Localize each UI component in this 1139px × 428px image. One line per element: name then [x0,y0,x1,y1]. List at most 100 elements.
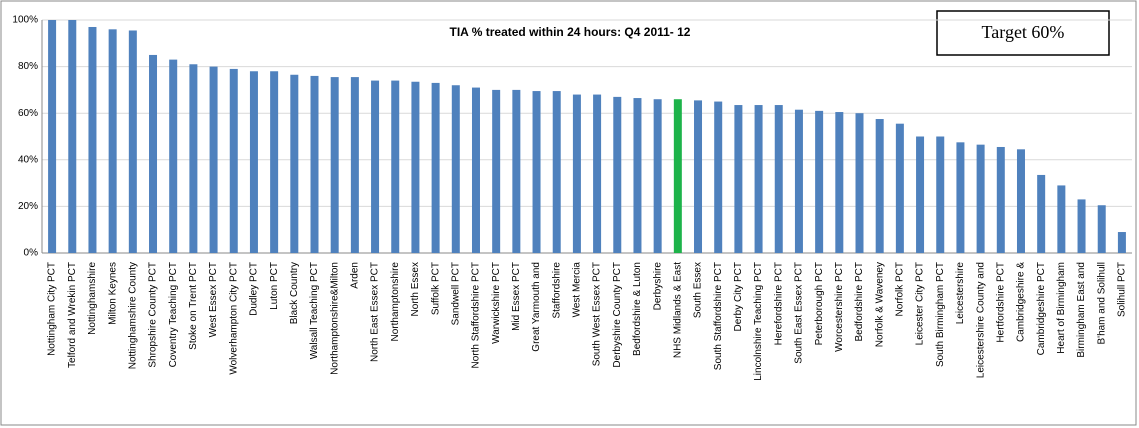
target-annotation: Target 60% [982,22,1065,42]
bar [1057,185,1066,253]
x-tick-label: South Staffordshire PCT [713,262,724,370]
x-tick-label: Staffordshire [551,262,562,319]
x-tick-label: Herefordshire PCT [773,262,784,345]
x-tick-label: NHS Midlands & East [672,262,683,358]
x-tick-label: Derby City PCT [733,262,744,331]
bar [1117,232,1126,253]
x-tick-label: Cambridgeshire PCT [1036,262,1047,355]
bar [1037,174,1046,253]
x-tick-label: South East Essex PCT [794,262,805,364]
bar [512,89,521,254]
x-tick-label: Peterborough PCT [814,262,825,345]
x-tick-label: B'ham and Solihull [1096,262,1107,345]
x-tick-label: Stoke on Trent PCT [188,262,199,350]
x-tick-label: Arden [350,262,361,289]
x-tick-label: Leicestershire County and [975,262,986,378]
x-tick-label: Nottinghamshire County [127,262,138,369]
bar [209,66,218,253]
bar [48,20,57,253]
x-tick-label: Hertfordshire PCT [995,262,1006,343]
x-tick-label: Nottinghamshire [87,262,98,335]
bar [350,77,359,254]
target-box [936,10,1110,56]
x-tick-label: Heart of Birmingham [1056,262,1067,354]
x-tick-label: North Essex [410,262,421,316]
bar [916,136,925,253]
x-tick-label: Black Country [289,262,300,324]
bar [754,105,763,253]
bar [714,101,723,253]
x-tick-label: Norfolk & Waveney [874,262,885,347]
x-tick-label: Solihull PCT [1117,262,1128,317]
bar [451,85,460,254]
bar [956,142,965,253]
x-tick-label: Dudley PCT [249,262,260,316]
bar [249,71,258,253]
x-tick-label: Walsall Teaching PCT [309,262,320,359]
chart-title: TIA % treated within 24 hours: Q4 2011- … [450,25,691,39]
bar [633,98,642,254]
y-tick-label: 100% [12,15,38,26]
y-tick-label: 0% [24,248,39,259]
x-tick-label: West Mercia [572,262,583,318]
bar [996,146,1005,253]
bar [189,64,198,254]
bar [391,80,400,253]
bar [330,77,339,254]
x-tick-label: Warwickshire PCT [491,262,502,344]
bar [229,68,238,254]
x-tick-label: Bedfordshire & Luton [632,262,643,356]
y-tick-label: 40% [18,154,38,165]
x-tick-label: Derbyshire County PCT [612,262,623,368]
x-tick-label: West Essex PCT [208,262,219,337]
bar [552,91,561,253]
y-tick-label: 60% [18,108,38,119]
x-tick-label: Telford and Wrekin PCT [67,262,78,368]
bar [108,29,117,253]
bar [653,99,662,253]
x-tick-label: Wolverhampton City PCT [228,262,239,375]
x-tick-label: Lincolnshire Teaching PCT [753,262,764,381]
bar [815,110,824,254]
bar [835,112,844,253]
bar [149,54,158,254]
bar [572,94,581,253]
x-tick-label: Shropshire County PCT [148,262,159,368]
bar [371,80,380,253]
x-tick-label: Nottingham City PCT [47,262,58,356]
bar [290,74,299,253]
bar [431,82,440,253]
bar [774,105,783,253]
bar [694,100,703,253]
x-tick-label: North East Essex PCT [370,262,381,362]
x-tick-label: South Essex [693,262,704,318]
bar [310,75,319,253]
bar [88,26,97,253]
x-tick-label: Milton Keynes [107,262,118,325]
x-tick-label: South Birmingham PCT [935,262,946,367]
x-tick-label: Norfolk PCT [895,262,906,316]
x-tick-label: Northamptonshire [390,262,401,342]
bar [593,94,602,253]
bar [794,109,803,253]
bar [1097,205,1106,253]
bar [855,113,864,253]
bar [936,136,945,253]
y-tick-label: 20% [18,201,38,212]
x-tick-label: Northamptonshire&Milton [329,262,340,375]
x-tick-label: Leicestershire [955,262,966,325]
x-tick-label: Birmingham East and [1076,262,1087,358]
bar [471,87,480,253]
x-tick-label: Derbyshire [652,262,663,311]
bar [895,123,904,253]
x-tick-label: Coventry Teaching PCT [168,262,179,367]
bar [532,91,541,253]
bar [68,20,77,253]
x-tick-label: Mid Essex PCT [511,262,522,331]
bar [673,99,682,253]
x-tick-label: South West Essex PCT [592,262,603,366]
bar [613,96,622,253]
bar [128,30,137,253]
